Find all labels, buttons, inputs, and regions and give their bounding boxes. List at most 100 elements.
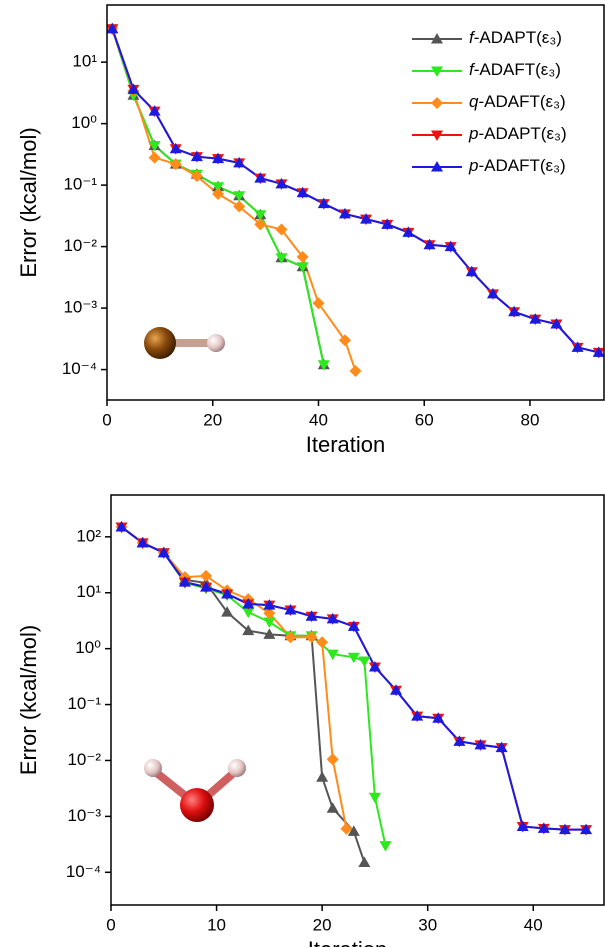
legend-marker (431, 130, 443, 141)
plot-frame (110, 494, 605, 906)
data-point (233, 191, 246, 202)
data-point (233, 156, 246, 168)
data-point (326, 802, 339, 813)
data-point (486, 287, 499, 299)
data-point (127, 83, 140, 94)
plot-area (115, 520, 593, 867)
data-point (358, 656, 371, 668)
data-point (316, 636, 329, 649)
series-line (120, 526, 348, 829)
data-point (200, 569, 213, 582)
data-point (326, 612, 339, 624)
data-point (190, 150, 203, 162)
data-point (233, 200, 246, 213)
data-point (275, 223, 288, 236)
x-axis-label: Iteration (308, 937, 388, 947)
data-point (263, 628, 276, 639)
data-point (580, 823, 593, 835)
x-tick-label: 0 (102, 410, 111, 429)
legend-label: f-ADAFT(ε₃) (469, 60, 561, 79)
y-axis-label: Error (kcal/mol) (16, 127, 41, 277)
y-tick-label: 10⁻¹ (67, 694, 101, 713)
y-tick-label: 10⁻² (67, 750, 101, 769)
data-point (453, 735, 466, 746)
series-line (120, 526, 587, 831)
data-point (254, 172, 267, 183)
data-point (296, 262, 309, 273)
x-tick-label: 40 (524, 915, 543, 934)
data-point (379, 841, 392, 852)
data-point (592, 346, 604, 357)
y-tick-label: 10⁻² (63, 236, 97, 255)
data-point (221, 606, 234, 617)
data-point (275, 253, 288, 264)
data-point (423, 238, 436, 250)
legend-label: f-ADAPT(ε₃) (469, 28, 562, 47)
y-axis-label: Error (kcal/mol) (16, 625, 41, 775)
data-point (537, 822, 550, 833)
data-point (474, 738, 487, 750)
y-tick-label: 10² (76, 526, 101, 545)
data-point (347, 620, 360, 631)
data-point (148, 141, 161, 152)
series-line (120, 526, 387, 846)
y-tick-label: 10¹ (72, 52, 97, 71)
data-point (347, 652, 360, 664)
data-point (347, 825, 360, 836)
data-point (326, 753, 339, 766)
data-point (571, 341, 584, 352)
data-point (212, 187, 225, 200)
data-point (411, 710, 424, 721)
data-point (169, 158, 182, 171)
x-tick-label: 20 (203, 410, 222, 429)
data-point (296, 250, 309, 263)
data-point (115, 520, 128, 532)
data-point (242, 624, 255, 636)
data-point (242, 597, 255, 609)
x-tick-label: 20 (313, 915, 332, 934)
data-point (169, 142, 182, 154)
data-point (338, 334, 351, 347)
data-point (254, 210, 267, 221)
data-point (275, 177, 288, 189)
data-point (368, 792, 381, 804)
y-tick-label: 10⁰ (75, 638, 101, 657)
data-point (107, 22, 119, 34)
molecule-diatomic (144, 327, 225, 359)
data-point (317, 360, 330, 371)
data-point (212, 182, 225, 193)
data-point (326, 649, 339, 661)
legend-marker (431, 97, 443, 109)
legend-marker (431, 161, 443, 172)
data-point (465, 265, 478, 277)
data-point (263, 607, 276, 620)
x-tick-label: 60 (415, 410, 434, 429)
data-point (550, 318, 563, 329)
data-point (221, 587, 234, 599)
y-tick-label: 10⁻⁴ (66, 862, 101, 881)
data-point (157, 546, 170, 558)
legend-label: p-ADAPT(ε₃) (468, 124, 567, 143)
data-point (242, 607, 255, 619)
data-point (390, 684, 403, 695)
x-tick-label: 10 (207, 915, 226, 934)
data-point (305, 631, 318, 644)
x-tick-label: 80 (521, 410, 540, 429)
y-tick-label: 10⁰ (71, 113, 97, 132)
data-point (368, 660, 381, 672)
data-point (312, 297, 325, 310)
legend-label: q-ADAFT(ε₃) (469, 92, 566, 111)
data-point (338, 207, 351, 219)
data-point (200, 581, 213, 592)
y-tick-label: 10¹ (76, 582, 101, 601)
legend-marker (431, 33, 443, 44)
data-point (529, 313, 542, 324)
data-point (349, 364, 362, 377)
data-point (516, 820, 529, 831)
y-tick-label: 10⁻⁴ (62, 359, 97, 378)
data-point (190, 170, 203, 183)
data-point (432, 712, 445, 723)
data-point (360, 213, 373, 224)
